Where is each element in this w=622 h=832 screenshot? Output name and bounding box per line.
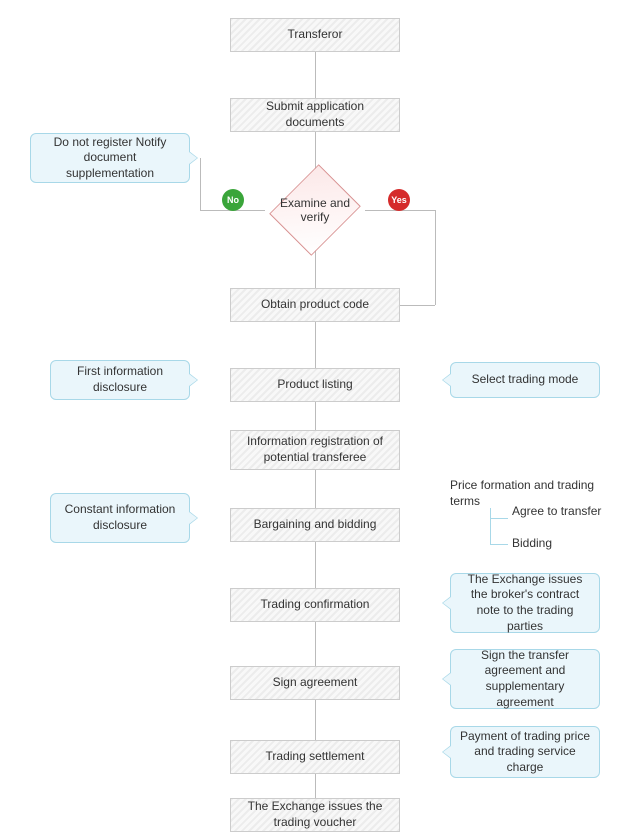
no-badge-label: No xyxy=(227,195,239,205)
conn-1 xyxy=(315,52,316,98)
callout-confirmation: The Exchange issues the broker's contrac… xyxy=(450,573,600,633)
callout-select-mode-text: Select trading mode xyxy=(472,372,579,388)
box-confirmation: Trading confirmation xyxy=(230,588,400,622)
bargain-tree-item-1: Agree to transfer xyxy=(512,504,612,520)
tree-h1 xyxy=(490,518,508,519)
callout-sign: Sign the transfer agreement and suppleme… xyxy=(450,649,600,709)
label-transferor: Transferor xyxy=(288,27,343,43)
box-submit: Submit application documents xyxy=(230,98,400,132)
yes-badge-label: Yes xyxy=(391,195,407,205)
label-obtain-code: Obtain product code xyxy=(261,297,369,313)
box-bargaining: Bargaining and bidding xyxy=(230,508,400,542)
yes-badge: Yes xyxy=(388,189,410,211)
diamond-label: Examine and verify xyxy=(265,175,365,245)
box-voucher: The Exchange issues the trading voucher xyxy=(230,798,400,832)
callout-no-register: Do not register Notify document suppleme… xyxy=(30,133,190,183)
conn-9 xyxy=(315,700,316,740)
bargain-tree-item-2: Bidding xyxy=(512,536,612,552)
box-obtain-code: Obtain product code xyxy=(230,288,400,322)
box-listing: Product listing xyxy=(230,368,400,402)
label-info-reg: Information registration of potential tr… xyxy=(237,434,393,465)
label-listing: Product listing xyxy=(277,377,352,393)
tree-h2 xyxy=(490,544,508,545)
label-submit: Submit application documents xyxy=(237,99,393,130)
conn-8 xyxy=(315,622,316,666)
callout-first-info-text: First information disclosure xyxy=(59,364,181,395)
callout-constant-info-text: Constant information disclosure xyxy=(59,502,181,533)
label-settlement: Trading settlement xyxy=(266,749,365,765)
no-badge: No xyxy=(222,189,244,211)
label-voucher: The Exchange issues the trading voucher xyxy=(237,799,393,830)
box-sign: Sign agreement xyxy=(230,666,400,700)
callout-sign-text: Sign the transfer agreement and suppleme… xyxy=(459,648,591,710)
decision-examine: Examine and verify xyxy=(265,175,365,245)
bargain-tree-item-1-text: Agree to transfer xyxy=(512,504,601,518)
box-info-reg: Information registration of potential tr… xyxy=(230,430,400,470)
conn-7 xyxy=(315,542,316,588)
callout-select-mode: Select trading mode xyxy=(450,362,600,398)
label-confirmation: Trading confirmation xyxy=(261,597,370,613)
conn-5 xyxy=(315,402,316,430)
conn-6 xyxy=(315,470,316,508)
no-v1 xyxy=(200,158,201,210)
conn-10 xyxy=(315,774,316,798)
yes-v1 xyxy=(435,210,436,305)
label-sign: Sign agreement xyxy=(273,675,358,691)
callout-confirmation-text: The Exchange issues the broker's contrac… xyxy=(459,572,591,634)
callout-settle-text: Payment of trading price and trading ser… xyxy=(459,729,591,776)
tree-v xyxy=(490,508,491,544)
bargain-tree-item-2-text: Bidding xyxy=(512,536,552,550)
yes-h2 xyxy=(400,305,435,306)
label-bargaining: Bargaining and bidding xyxy=(254,517,377,533)
callout-settle: Payment of trading price and trading ser… xyxy=(450,726,600,778)
conn-4 xyxy=(315,322,316,368)
callout-first-info: First information disclosure xyxy=(50,360,190,400)
box-settlement: Trading settlement xyxy=(230,740,400,774)
callout-constant-info: Constant information disclosure xyxy=(50,493,190,543)
callout-no-register-text: Do not register Notify document suppleme… xyxy=(39,135,181,182)
box-transferor: Transferor xyxy=(230,18,400,52)
